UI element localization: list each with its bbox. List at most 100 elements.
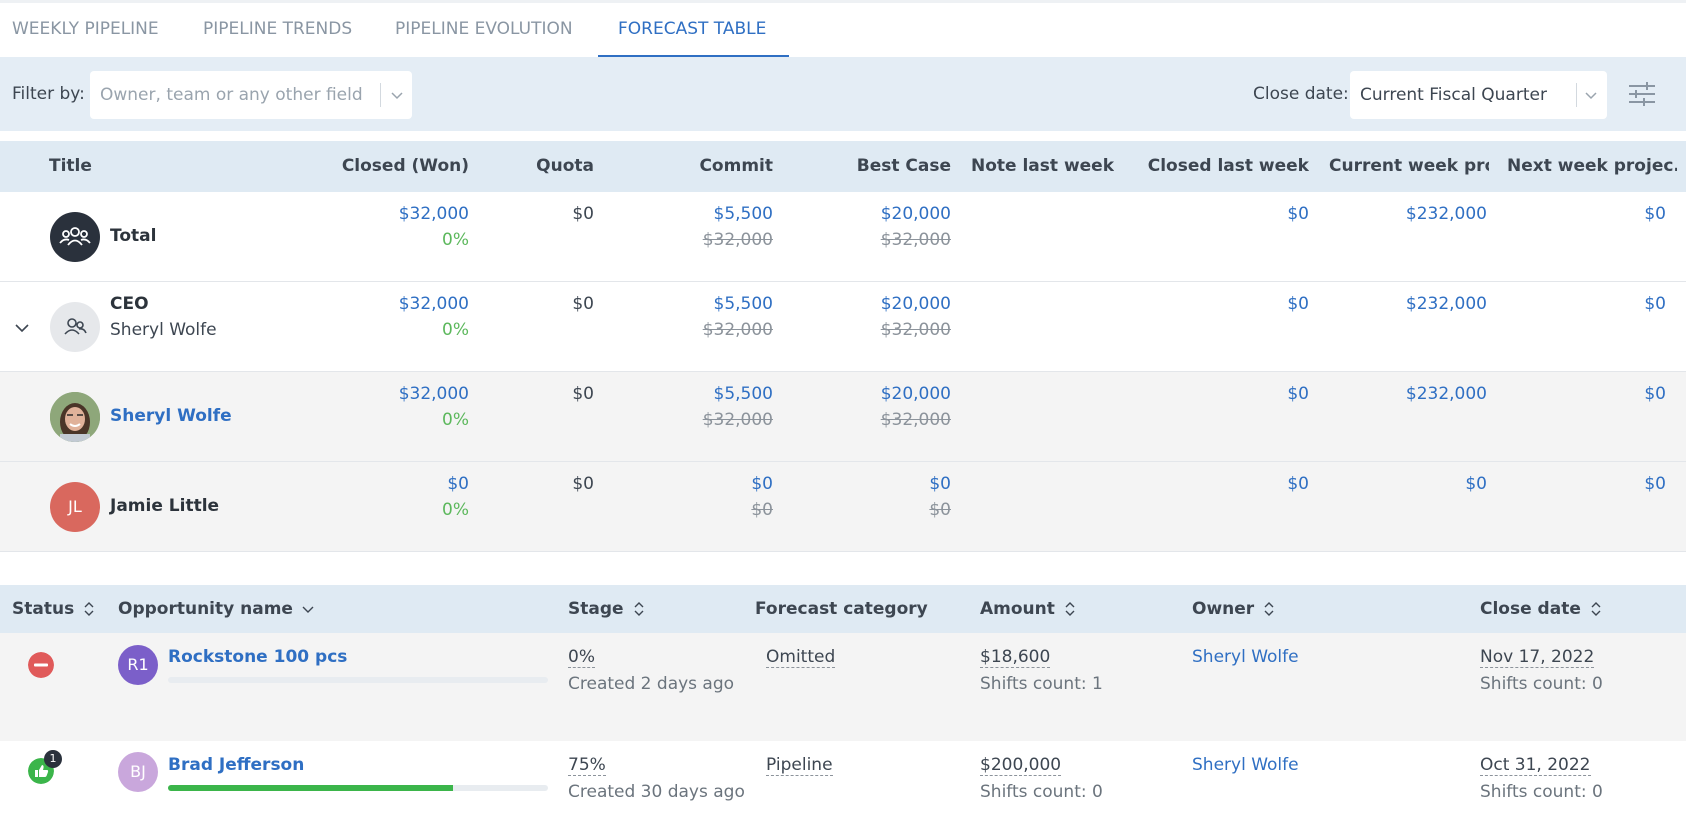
forecast-row-total[interactable]: Total $32,000 0% $0 $5,500 $32,000 $20,0… bbox=[0, 192, 1686, 282]
group-user-icon bbox=[50, 302, 100, 352]
owner-link[interactable]: Sheryl Wolfe bbox=[1192, 755, 1299, 775]
opportunity-row[interactable]: 1 BJ Brad Jefferson 75% Created 30 days … bbox=[0, 741, 1686, 816]
stage-value[interactable]: 75% bbox=[568, 755, 606, 776]
forecast-row-jamie-little[interactable]: JL Jamie Little $0 0% $0 $0 $0 $0 $0 $0 … bbox=[0, 462, 1686, 552]
closed-won-percent: 0% bbox=[442, 500, 469, 520]
best-case-previous: $0 bbox=[929, 500, 951, 520]
sort-icon bbox=[1591, 602, 1601, 616]
row-name-link[interactable]: Sheryl Wolfe bbox=[110, 406, 232, 426]
team-icon bbox=[50, 212, 100, 262]
col-owner[interactable]: Owner bbox=[1192, 585, 1276, 633]
filter-label: Filter by: bbox=[12, 84, 85, 104]
col-opportunity-name[interactable]: Opportunity name bbox=[118, 585, 315, 633]
omitted-status-icon[interactable] bbox=[28, 652, 54, 678]
sort-icon bbox=[1264, 602, 1274, 616]
col-forecast-category[interactable]: Forecast category bbox=[755, 599, 928, 619]
opportunity-row[interactable]: R1 Rockstone 100 pcs 0% Created 2 days a… bbox=[0, 633, 1686, 741]
col-best-case[interactable]: Best Case bbox=[856, 156, 951, 176]
commit-value: $5,500 bbox=[713, 384, 773, 404]
forecast-category-value[interactable]: Pipeline bbox=[766, 755, 833, 776]
col-stage[interactable]: Stage bbox=[568, 585, 646, 633]
best-case-value: $20,000 bbox=[880, 384, 951, 404]
chevron-down-icon bbox=[391, 92, 403, 100]
col-closed-last-week[interactable]: Closed last week bbox=[1147, 156, 1309, 176]
opportunity-avatar: BJ bbox=[118, 752, 158, 792]
amount-value[interactable]: $18,600 bbox=[980, 647, 1051, 668]
close-date-shifts: Shifts count: 0 bbox=[1480, 674, 1603, 694]
forecast-table-header: Title Closed (Won) Quota Commit Best Cas… bbox=[0, 141, 1686, 192]
chevron-down-icon[interactable] bbox=[12, 318, 32, 338]
opportunity-name-link[interactable]: Rockstone 100 pcs bbox=[168, 647, 348, 667]
col-close-date-label: Close date bbox=[1480, 599, 1581, 619]
next-week-value: $0 bbox=[1644, 474, 1666, 494]
amount-shifts: Shifts count: 1 bbox=[980, 674, 1103, 694]
col-title[interactable]: Title bbox=[49, 156, 92, 176]
closed-last-week-value: $0 bbox=[1287, 204, 1309, 224]
amount-value[interactable]: $200,000 bbox=[980, 755, 1062, 776]
best-case-value: $20,000 bbox=[880, 294, 951, 314]
tab-pipeline-trends[interactable]: PIPELINE TRENDS bbox=[203, 19, 353, 39]
closed-last-week-value: $0 bbox=[1287, 474, 1309, 494]
closed-last-week-value: $0 bbox=[1287, 294, 1309, 314]
commit-value: $5,500 bbox=[713, 294, 773, 314]
best-case-previous: $32,000 bbox=[880, 410, 951, 430]
created-text: Created 30 days ago bbox=[568, 782, 745, 802]
close-date-value[interactable]: Oct 31, 2022 bbox=[1480, 755, 1591, 776]
col-commit[interactable]: Commit bbox=[699, 156, 773, 176]
col-close-date[interactable]: Close date bbox=[1480, 585, 1603, 633]
commit-previous: $0 bbox=[751, 500, 773, 520]
filter-select[interactable]: Owner, team or any other field bbox=[90, 71, 412, 119]
col-opportunity-name-label: Opportunity name bbox=[118, 599, 293, 619]
col-status[interactable]: Status bbox=[12, 585, 96, 633]
commit-value: $5,500 bbox=[713, 204, 773, 224]
col-next-week[interactable]: Next week projec... bbox=[1507, 156, 1677, 176]
amount-shifts: Shifts count: 0 bbox=[980, 782, 1103, 802]
tab-bar: WEEKLY PIPELINE PIPELINE TRENDS PIPELINE… bbox=[0, 3, 1686, 57]
row-name: Total bbox=[110, 226, 157, 246]
close-date-value[interactable]: Nov 17, 2022 bbox=[1480, 647, 1595, 668]
chevron-down-icon bbox=[1585, 92, 1597, 100]
best-case-value: $0 bbox=[929, 474, 951, 494]
col-current-week[interactable]: Current week pro... bbox=[1329, 156, 1489, 176]
col-amount-label: Amount bbox=[980, 599, 1055, 619]
close-date-shifts: Shifts count: 0 bbox=[1480, 782, 1603, 802]
next-week-value: $0 bbox=[1644, 384, 1666, 404]
forecast-row-sheryl-wolfe[interactable]: Sheryl Wolfe $32,000 0% $0 $5,500 $32,00… bbox=[0, 372, 1686, 462]
forecast-category-value[interactable]: Omitted bbox=[766, 647, 836, 668]
forecast-row-ceo[interactable]: CEO Sheryl Wolfe $32,000 0% $0 $5,500 $3… bbox=[0, 282, 1686, 372]
col-status-label: Status bbox=[12, 599, 75, 619]
current-week-value: $232,000 bbox=[1405, 204, 1487, 224]
col-quota[interactable]: Quota bbox=[536, 156, 594, 176]
commit-previous: $32,000 bbox=[702, 230, 773, 250]
sort-icon bbox=[1065, 602, 1075, 616]
column-settings-icon[interactable] bbox=[1627, 79, 1657, 109]
created-text: Created 2 days ago bbox=[568, 674, 735, 694]
opportunity-name-link[interactable]: Brad Jefferson bbox=[168, 755, 305, 775]
opportunities-table-header: Status Opportunity name Stage Forecast c… bbox=[0, 585, 1686, 633]
owner-link[interactable]: Sheryl Wolfe bbox=[1192, 647, 1299, 667]
best-case-previous: $32,000 bbox=[880, 320, 951, 340]
closed-won-value: $32,000 bbox=[398, 294, 469, 314]
tab-weekly-pipeline[interactable]: WEEKLY PIPELINE bbox=[12, 19, 159, 39]
chevron-down-icon bbox=[302, 606, 314, 613]
close-date-select[interactable]: Current Fiscal Quarter bbox=[1350, 71, 1607, 119]
current-week-value: $232,000 bbox=[1405, 384, 1487, 404]
commit-value: $0 bbox=[751, 474, 773, 494]
progress-fill bbox=[168, 785, 453, 791]
closed-won-percent: 0% bbox=[442, 230, 469, 250]
close-date-value: Current Fiscal Quarter bbox=[1360, 85, 1547, 105]
tab-forecast-table[interactable]: FORECAST TABLE bbox=[598, 3, 789, 57]
col-amount[interactable]: Amount bbox=[980, 585, 1077, 633]
tab-pipeline-evolution[interactable]: PIPELINE EVOLUTION bbox=[395, 19, 573, 39]
best-case-value: $20,000 bbox=[880, 204, 951, 224]
row-name: CEO bbox=[110, 294, 149, 314]
quota-value: $0 bbox=[572, 204, 594, 224]
quota-value: $0 bbox=[572, 474, 594, 494]
commit-previous: $32,000 bbox=[702, 410, 773, 430]
stage-value[interactable]: 0% bbox=[568, 647, 595, 668]
quota-value: $0 bbox=[572, 384, 594, 404]
col-note-last-week[interactable]: Note last week bbox=[971, 156, 1115, 176]
col-closed-won[interactable]: Closed (Won) bbox=[341, 156, 469, 176]
sort-icon bbox=[84, 602, 94, 616]
closed-won-percent: 0% bbox=[442, 320, 469, 340]
